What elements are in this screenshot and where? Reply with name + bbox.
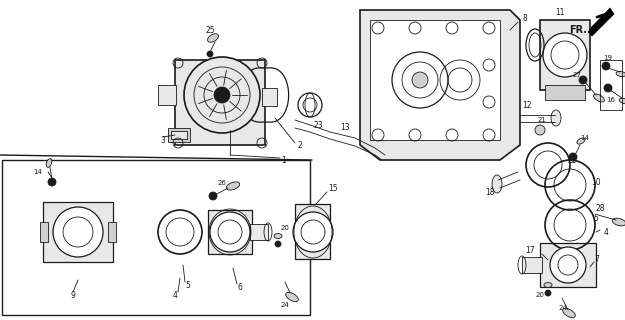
Bar	[2, 160, 310, 315]
Text: 20: 20	[281, 225, 289, 231]
Ellipse shape	[619, 98, 625, 104]
Text: 11: 11	[555, 7, 565, 17]
Text: 8: 8	[522, 13, 528, 22]
Text: 6: 6	[238, 283, 242, 292]
Text: 15: 15	[328, 183, 338, 193]
Text: 20: 20	[536, 292, 544, 298]
Ellipse shape	[208, 34, 219, 42]
Bar	[370, 20, 500, 140]
Circle shape	[53, 207, 103, 257]
Text: 18: 18	[485, 188, 495, 196]
Text: 21: 21	[538, 117, 546, 123]
Text: 25: 25	[205, 26, 215, 35]
Circle shape	[579, 76, 587, 84]
Text: 28: 28	[595, 204, 605, 212]
Bar	[540, 243, 596, 287]
Circle shape	[293, 212, 333, 252]
Ellipse shape	[46, 159, 52, 167]
Circle shape	[209, 192, 217, 200]
Text: 2: 2	[298, 140, 302, 149]
Bar	[208, 210, 252, 254]
Bar	[295, 204, 330, 259]
Circle shape	[158, 210, 202, 254]
Polygon shape	[360, 10, 520, 160]
Circle shape	[275, 241, 281, 247]
Circle shape	[412, 72, 428, 88]
Ellipse shape	[551, 110, 561, 126]
Ellipse shape	[577, 138, 585, 144]
Text: 1: 1	[282, 156, 286, 164]
Text: FR.: FR.	[569, 25, 587, 35]
Text: 5: 5	[594, 213, 598, 222]
Bar	[600, 60, 622, 110]
Bar	[171, 131, 187, 139]
Text: 10: 10	[591, 178, 601, 187]
Circle shape	[184, 57, 260, 133]
Text: 19: 19	[604, 55, 612, 61]
Text: 24: 24	[559, 305, 568, 311]
Bar	[168, 128, 190, 142]
Ellipse shape	[616, 71, 625, 76]
Circle shape	[207, 51, 213, 57]
Bar	[545, 85, 585, 100]
Circle shape	[602, 62, 610, 70]
Text: 14: 14	[34, 169, 42, 175]
Circle shape	[210, 212, 250, 252]
Ellipse shape	[286, 292, 298, 302]
Text: 23: 23	[313, 121, 322, 130]
Text: 5: 5	[186, 281, 191, 290]
Text: 17: 17	[525, 245, 535, 254]
Bar	[40, 222, 48, 242]
Ellipse shape	[274, 234, 282, 238]
Text: 7: 7	[594, 255, 599, 265]
Text: 22: 22	[568, 156, 577, 164]
Bar	[522, 257, 542, 273]
Text: 14: 14	[581, 135, 589, 141]
Polygon shape	[588, 8, 614, 36]
Text: 26: 26	[217, 180, 226, 186]
Text: 16: 16	[606, 97, 616, 103]
Ellipse shape	[544, 283, 552, 287]
Circle shape	[545, 290, 551, 296]
Circle shape	[550, 247, 586, 283]
Ellipse shape	[562, 308, 575, 318]
Circle shape	[543, 33, 587, 77]
Text: 4: 4	[173, 291, 178, 300]
Circle shape	[48, 178, 56, 186]
Circle shape	[214, 87, 230, 103]
Circle shape	[535, 125, 545, 135]
Bar	[540, 20, 590, 90]
Bar	[175, 60, 265, 145]
Text: 27: 27	[572, 72, 581, 78]
Bar	[250, 224, 268, 240]
Bar	[158, 85, 176, 105]
Bar	[262, 88, 277, 106]
Text: 12: 12	[522, 100, 532, 109]
Text: 4: 4	[604, 228, 608, 236]
Ellipse shape	[612, 218, 625, 226]
Text: 13: 13	[340, 123, 350, 132]
Text: 24: 24	[281, 302, 289, 308]
Ellipse shape	[492, 175, 502, 193]
Ellipse shape	[594, 94, 604, 102]
Circle shape	[569, 153, 577, 161]
Text: 3: 3	[161, 135, 166, 145]
Text: 9: 9	[71, 291, 76, 300]
Circle shape	[604, 84, 612, 92]
Ellipse shape	[226, 182, 239, 190]
Bar	[108, 222, 116, 242]
Bar	[43, 202, 113, 262]
